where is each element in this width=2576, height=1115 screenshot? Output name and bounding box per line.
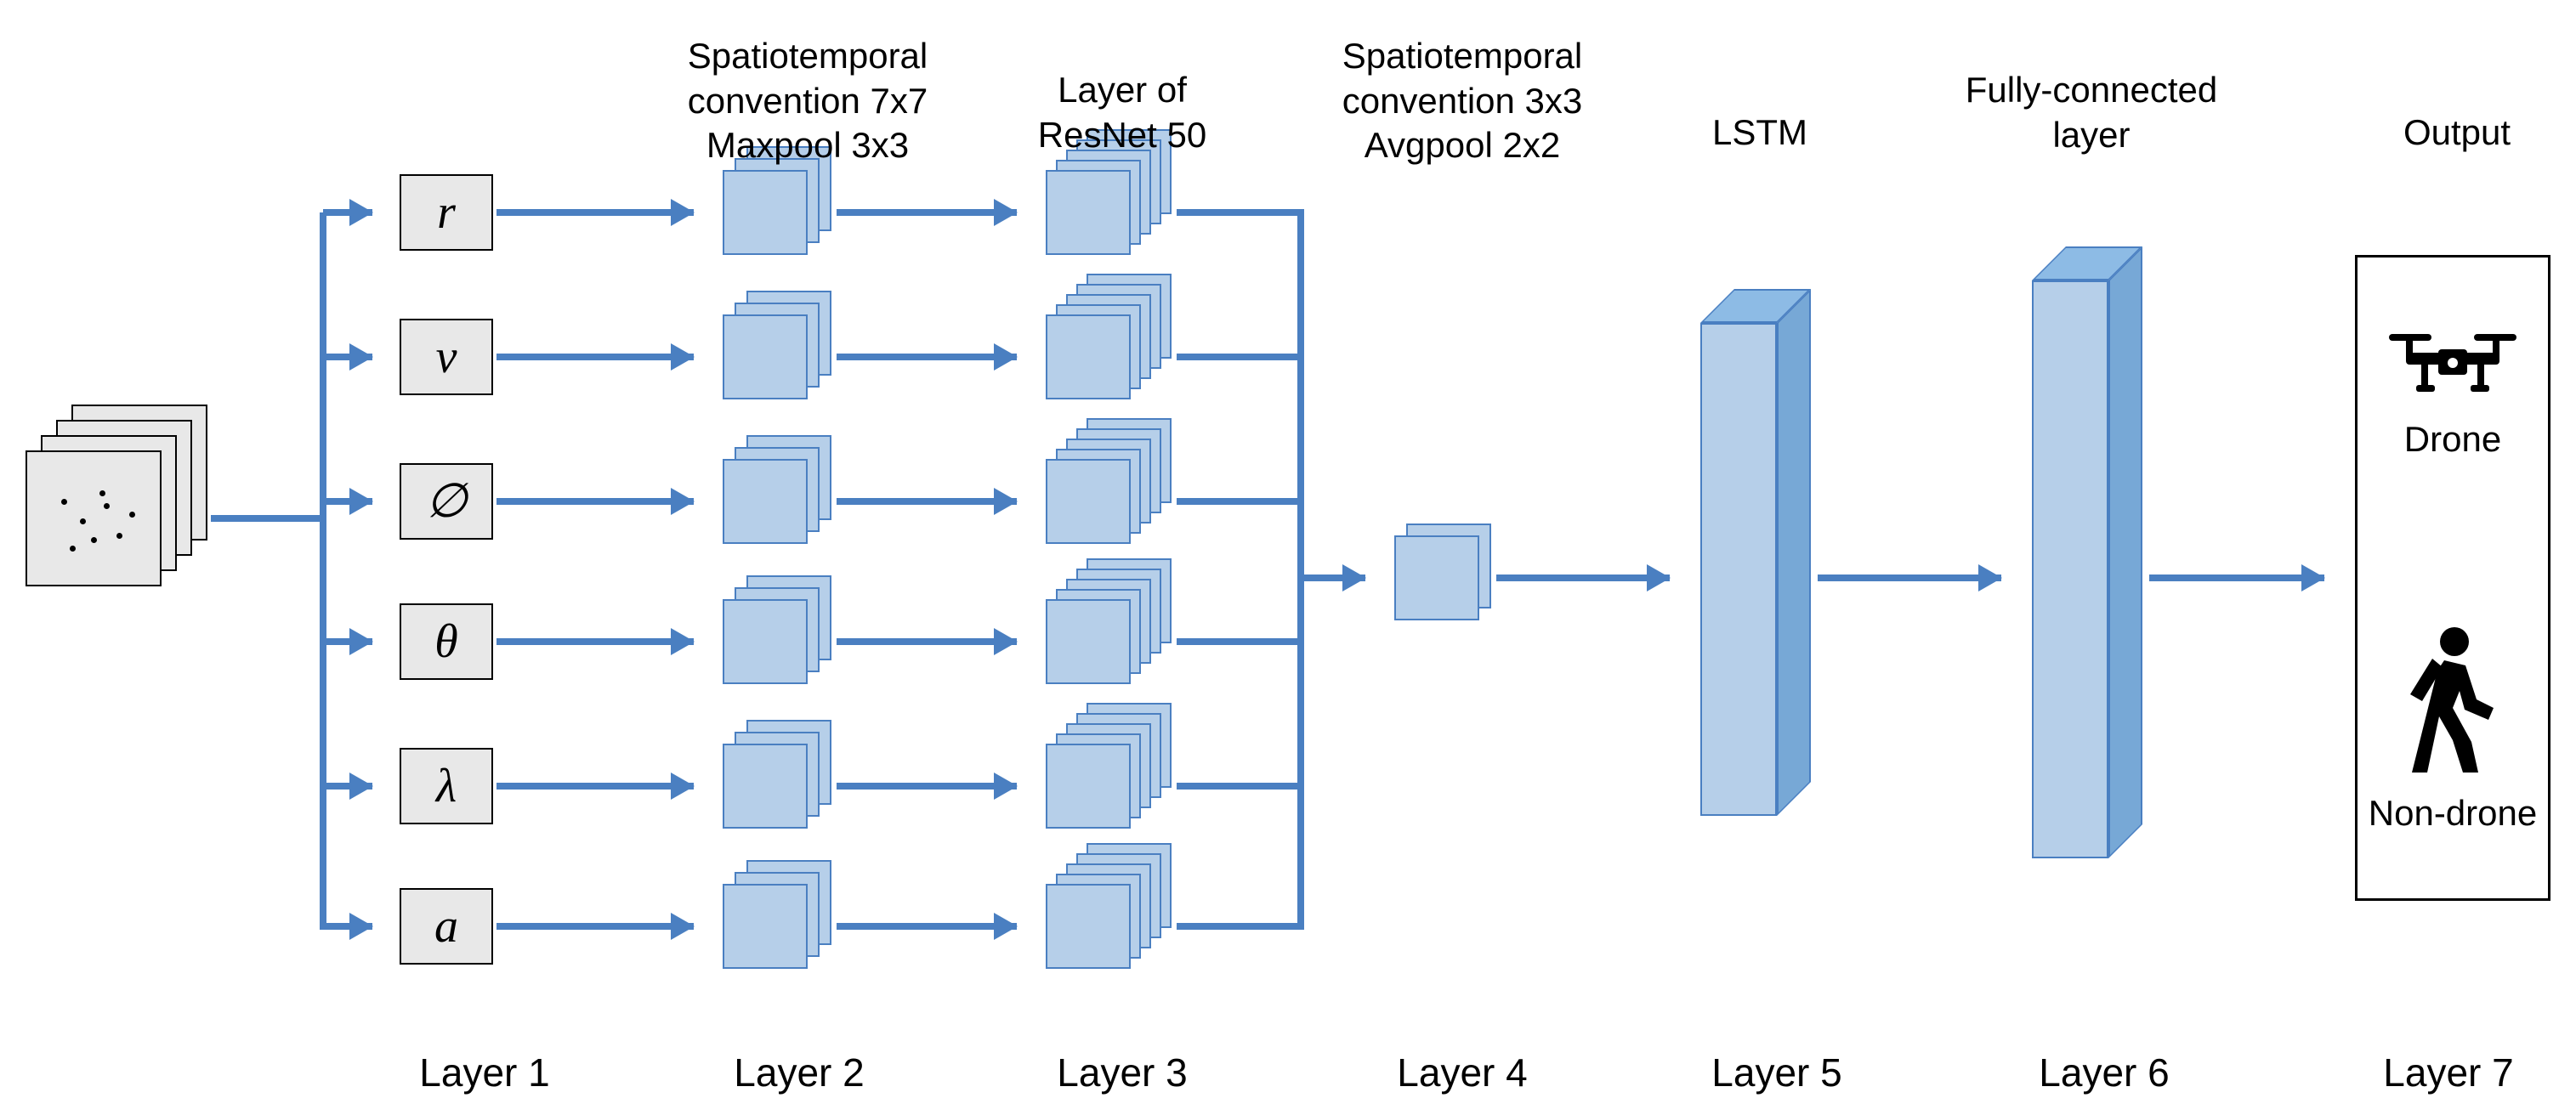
bottom-label-l3: Layer 3: [1037, 1050, 1207, 1095]
arrow-l1-l2-2: [496, 498, 694, 505]
bottom-label-l1: Layer 1: [400, 1050, 570, 1095]
layer3-stack-1-tile: [1046, 314, 1131, 399]
fc-slab-front: [2032, 280, 2108, 858]
input-dot: [61, 499, 67, 505]
arrow-l2-l3-3: [837, 638, 1017, 645]
layer3-stack-5-tile: [1046, 884, 1131, 969]
lstm-slab-side: [1777, 289, 1811, 816]
arrow-l1-l2-3: [496, 638, 694, 645]
merge-vline: [1297, 212, 1304, 930]
bottom-label-l6: Layer 6: [2019, 1050, 2189, 1095]
input-dot: [91, 537, 97, 543]
arrow-l2-l3-4: [837, 783, 1017, 790]
merge-h-0: [1177, 209, 1304, 216]
input-dot: [116, 533, 122, 539]
fanout-arrow-5: [323, 923, 372, 930]
feature-box-4: λ: [400, 748, 493, 824]
fanout-arrow-4: [323, 783, 372, 790]
feature-box-3: θ: [400, 603, 493, 680]
header-layer6: Fully-connected layer: [1955, 68, 2227, 157]
bottom-label-l4: Layer 4: [1377, 1050, 1547, 1095]
fanout-vline: [320, 212, 326, 930]
arrow-l6-l7: [2149, 574, 2324, 581]
arrow-l5-l6: [1818, 574, 2001, 581]
layer4-stack-tile: [1394, 535, 1479, 620]
header-layer7: Output: [2389, 110, 2525, 156]
header-layer5: LSTM: [1692, 110, 1828, 156]
input-dot: [129, 512, 135, 518]
layer2-stack-5-tile: [723, 884, 808, 969]
layer2-stack-3-tile: [723, 599, 808, 684]
arrow-l1-l2-5: [496, 923, 694, 930]
merge-h-4: [1177, 783, 1304, 790]
bottom-label-l7: Layer 7: [2363, 1050, 2533, 1095]
arrow-l1-l2-1: [496, 354, 694, 360]
input-card: [26, 450, 162, 586]
pedestrian-icon: [2358, 623, 2548, 780]
layer2-stack-0-tile: [723, 170, 808, 255]
arrow-l4-l5: [1496, 574, 1670, 581]
input-dot: [80, 518, 86, 524]
arrow-merge-l4: [1301, 574, 1365, 581]
fanout-arrow-2: [323, 498, 372, 505]
header-layer3: Layer of ResNet 50: [1012, 68, 1233, 157]
bottom-label-l2: Layer 2: [714, 1050, 884, 1095]
arrow-l1-l2-4: [496, 783, 694, 790]
layer3-stack-4-tile: [1046, 744, 1131, 829]
arrow-l2-l3-1: [837, 354, 1017, 360]
layer3-stack-0-tile: [1046, 170, 1131, 255]
fanout-arrow-1: [323, 354, 372, 360]
fanout-arrow-3: [323, 638, 372, 645]
output-class1-label: Drone: [2358, 419, 2548, 460]
input-dot: [99, 490, 105, 496]
layer2-stack-2-tile: [723, 459, 808, 544]
arrow-l2-l3-2: [837, 498, 1017, 505]
fanout-arrow-0: [323, 209, 372, 216]
feature-box-0: r: [400, 174, 493, 251]
input-dot: [104, 503, 110, 509]
feature-box-5: a: [400, 888, 493, 965]
fanout-stem: [211, 515, 326, 522]
merge-h-3: [1177, 638, 1304, 645]
lstm-slab-front: [1700, 323, 1777, 816]
header-layer4: Spatiotemporal convention 3x3 Avgpool 2x…: [1326, 34, 1598, 168]
arrow-l1-l2-0: [496, 209, 694, 216]
output-class2-label: Non-drone: [2358, 793, 2548, 834]
merge-h-2: [1177, 498, 1304, 505]
drone-icon: [2358, 308, 2548, 406]
layer2-stack-1-tile: [723, 314, 808, 399]
merge-h-5: [1177, 923, 1304, 930]
bottom-label-l5: Layer 5: [1692, 1050, 1862, 1095]
fc-slab-side: [2108, 246, 2142, 858]
layer3-stack-2-tile: [1046, 459, 1131, 544]
input-dot: [70, 546, 76, 552]
layer3-stack-3-tile: [1046, 599, 1131, 684]
feature-box-1: v: [400, 319, 493, 395]
header-layer2: Spatiotemporal convention 7x7 Maxpool 3x…: [672, 34, 944, 168]
feature-box-2: ∅: [400, 463, 493, 540]
merge-h-1: [1177, 354, 1304, 360]
output-box: Drone Non-drone: [2355, 255, 2550, 901]
arrow-l2-l3-5: [837, 923, 1017, 930]
arrow-l2-l3-0: [837, 209, 1017, 216]
layer2-stack-4-tile: [723, 744, 808, 829]
